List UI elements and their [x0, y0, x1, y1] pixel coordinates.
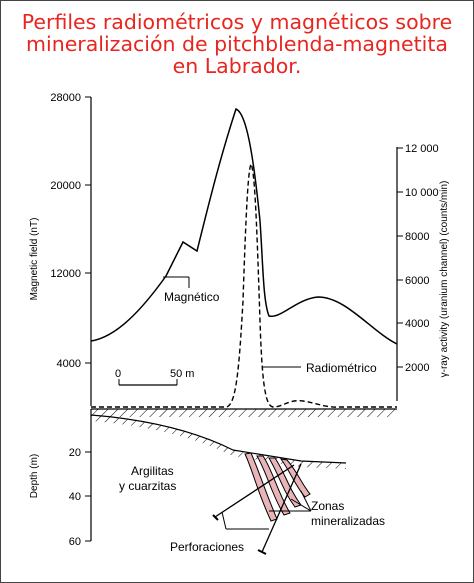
- right-tick-10000: 10 000: [405, 187, 439, 199]
- drillholes-label: Perforaciones: [170, 540, 244, 554]
- depth-axis: 20 40 60 Depth (m): [29, 409, 92, 548]
- zones-label-line1: Zonas: [311, 499, 344, 513]
- left-tick-12000: 12000: [50, 268, 81, 280]
- ground-surface: [91, 408, 397, 417]
- depth-tick-20: 20: [69, 447, 81, 459]
- magnetic-profile-curve: [90, 108, 398, 345]
- right-tick-6000: 6000: [405, 275, 429, 287]
- left-axis: 28000 20000 12000 4000 Magnetic field (n…: [29, 92, 92, 406]
- depth-axis-label: Depth (m): [29, 454, 40, 498]
- scale-bar: 0 50 m: [115, 368, 194, 386]
- drillhole-shallow: [214, 464, 295, 518]
- right-axis: 12 000 10 000 8000 6000 4000 2000 γ-ray …: [396, 143, 450, 401]
- drillhole-deep: [261, 463, 302, 553]
- bedrock-surface: [90, 414, 347, 469]
- rocks-label-line1: Argilitas: [131, 464, 174, 478]
- drillholes: [212, 463, 302, 555]
- zones-leader-2: [290, 498, 312, 512]
- right-tick-8000: 8000: [405, 231, 429, 243]
- rocks-label-line2: y cuarzitas: [119, 479, 176, 493]
- right-tick-12000: 12 000: [405, 143, 439, 155]
- left-tick-4000: 4000: [57, 358, 81, 370]
- right-tick-2000: 2000: [405, 362, 429, 374]
- scale-bar-start: 0: [115, 368, 121, 380]
- magnetic-label: Magnético: [164, 290, 220, 304]
- drillholes-leader-1: [221, 511, 227, 530]
- radiometric-profile-curve: [91, 162, 397, 408]
- zones-leader-3: [300, 490, 312, 512]
- right-axis-label: γ-ray activity (uranium channel) (counts…: [439, 181, 450, 378]
- depth-tick-40: 40: [69, 491, 81, 503]
- figure-title: Perfiles radiométricos y magnéticos sobr…: [21, 10, 453, 78]
- right-tick-4000: 4000: [405, 318, 429, 330]
- left-tick-28000: 28000: [50, 92, 81, 104]
- radiometric-label: Radiométrico: [306, 361, 377, 375]
- scale-bar-end: 50 m: [170, 368, 194, 380]
- left-axis-label: Magnetic field (nT): [29, 218, 40, 301]
- depth-tick-60: 60: [69, 536, 81, 548]
- zones-label-line2: mineralizadas: [311, 514, 385, 528]
- left-tick-20000: 20000: [50, 180, 81, 192]
